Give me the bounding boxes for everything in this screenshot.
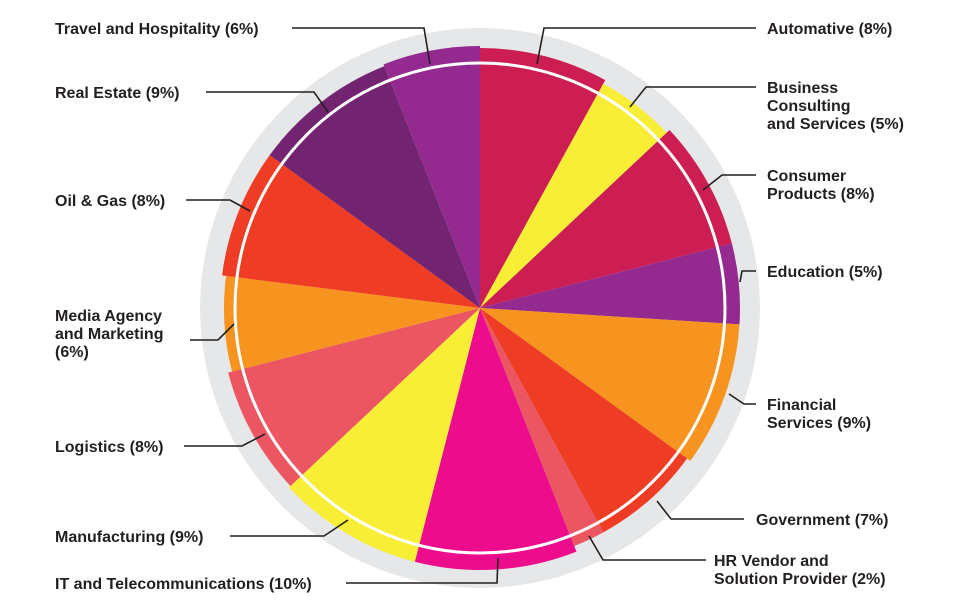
pie-slice-13 <box>383 46 480 308</box>
pie-slice-6 <box>480 308 604 547</box>
pie-slice-0 <box>480 48 606 308</box>
leader-line-4 <box>728 393 756 405</box>
slice-labels: Automative (8%) Business Consulting and Ser… <box>55 21 904 593</box>
leader-line-5 <box>656 500 744 520</box>
leader-line-13 <box>292 27 431 65</box>
leader-line-9 <box>184 433 266 447</box>
pie-slice-5 <box>480 308 688 533</box>
pie-slice-7 <box>414 308 577 571</box>
leader-line-11 <box>186 199 251 212</box>
pie-slice-8 <box>289 308 480 562</box>
slice-label-12: Real Estate (9%) <box>55 85 180 102</box>
leader-line-8 <box>230 519 349 537</box>
pie-slice-3 <box>480 243 741 325</box>
leader-line-3 <box>739 270 756 283</box>
pie-slice-4 <box>480 308 740 461</box>
slice-label-0: Automative (8%) <box>767 21 892 38</box>
pie-slice-2 <box>480 130 732 308</box>
leader-line-2 <box>702 174 756 191</box>
leader-line-6 <box>588 535 706 561</box>
slice-label-6: HR Vendor and Solution Provider (2%) <box>714 553 886 588</box>
slice-label-10: Media Agency and Marketing (6%) <box>55 308 163 361</box>
slice-label-11: Oil & Gas (8%) <box>55 193 165 210</box>
leader-line-10 <box>190 323 235 341</box>
leader-line-12 <box>206 91 329 113</box>
slice-label-5: Government (7%) <box>756 512 888 529</box>
pie-slice-1 <box>480 83 667 308</box>
leader-line-0 <box>536 27 756 65</box>
slice-label-8: Manufacturing (9%) <box>55 529 203 546</box>
leader-line-7 <box>346 557 499 584</box>
pie-slice-10 <box>224 275 480 372</box>
inner-ring <box>233 61 727 555</box>
slice-label-7: IT and Telecommunications (10%) <box>55 576 312 593</box>
slice-label-1: Business Consulting and Services (5%) <box>767 80 904 133</box>
slice-label-2: Consumer Products (8%) <box>767 168 875 203</box>
slice-label-9: Logistics (8%) <box>55 439 163 456</box>
leader-line-1 <box>629 86 756 108</box>
leader-lines <box>184 27 756 584</box>
slice-label-3: Education (5%) <box>767 264 883 281</box>
pie-slice-9 <box>228 308 480 486</box>
pie-slice-12 <box>269 66 480 308</box>
slice-label-4: Financial Services (9%) <box>767 397 871 432</box>
slice-label-13: Travel and Hospitality (6%) <box>55 21 259 38</box>
pie-slices <box>222 46 741 571</box>
pie-slice-11 <box>222 155 481 308</box>
